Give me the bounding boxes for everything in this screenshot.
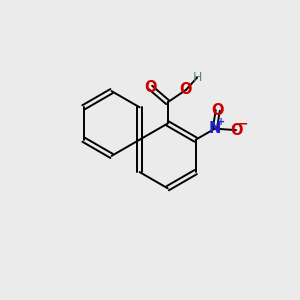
Text: O: O xyxy=(230,123,242,138)
Text: O: O xyxy=(212,103,224,118)
Text: −: − xyxy=(238,117,248,130)
Text: H: H xyxy=(192,71,202,84)
Text: O: O xyxy=(144,80,157,95)
Text: O: O xyxy=(180,82,192,98)
Text: N: N xyxy=(209,121,221,136)
Text: +: + xyxy=(217,117,225,127)
